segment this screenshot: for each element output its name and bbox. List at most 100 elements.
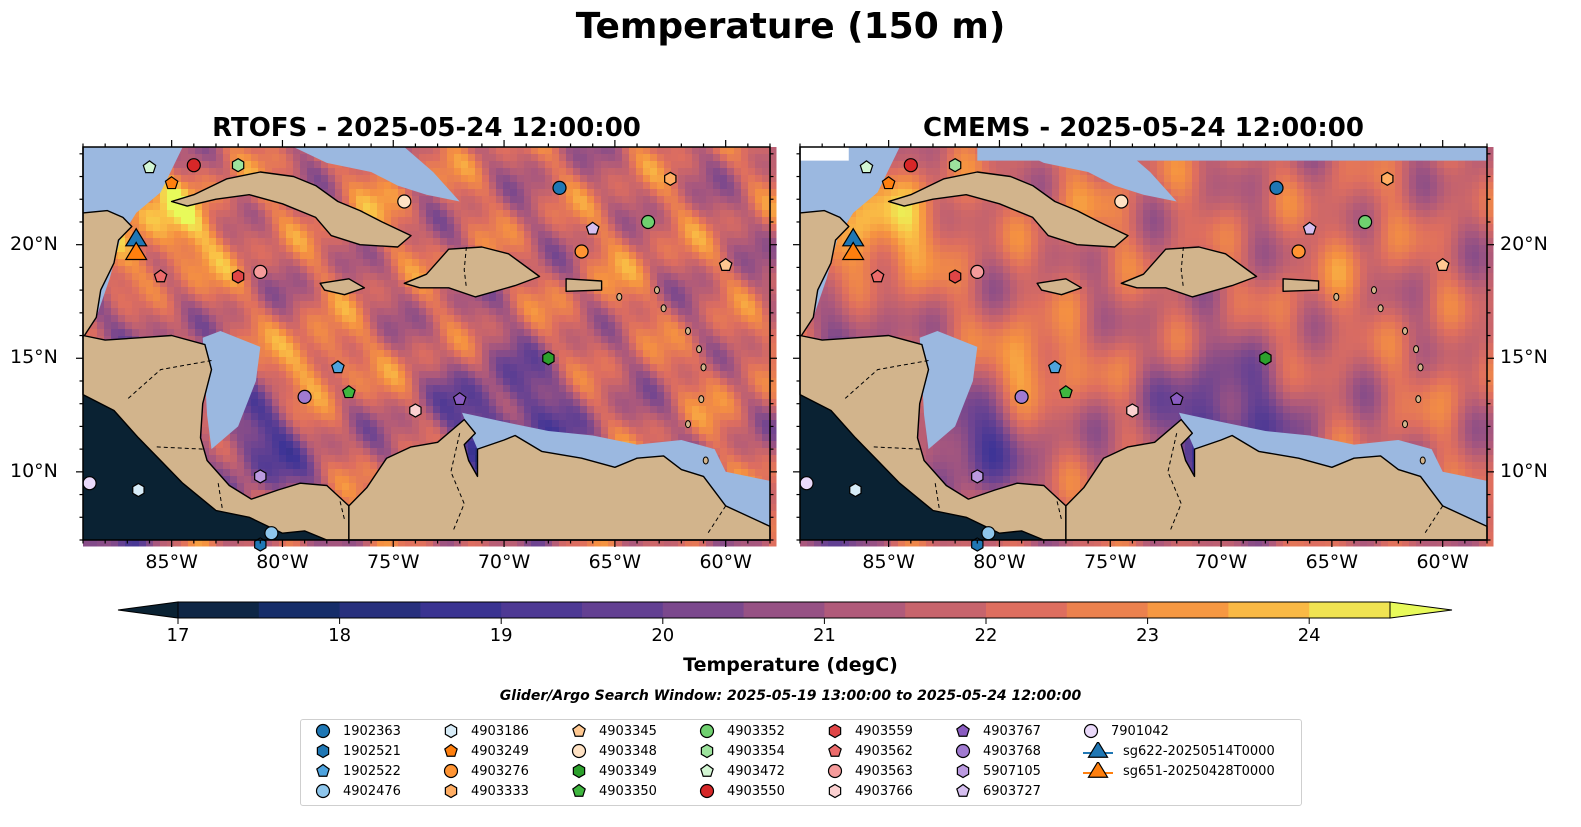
pentagon-marker-icon — [444, 743, 458, 757]
legend-item: 4903345 — [567, 722, 657, 740]
hexagon-marker-icon — [316, 743, 330, 759]
legend-label: 4903550 — [727, 783, 785, 799]
legend-label: 4902476 — [343, 783, 401, 799]
yucatan-land — [82, 146, 133, 339]
hexagon-marker-icon — [956, 763, 970, 779]
float-4903352-marker — [640, 214, 656, 230]
colorbar-tick-label: 22 — [974, 625, 998, 646]
colorbar-bin — [743, 602, 825, 618]
colorbar-tick-label: 17 — [166, 625, 190, 646]
float-5907105-marker — [971, 469, 984, 484]
border-line — [156, 446, 203, 450]
legend-label: 4903333 — [471, 783, 529, 799]
cuba-land — [170, 171, 412, 248]
legend-label: 1902521 — [343, 743, 401, 759]
search-window-text: Glider/Argo Search Window: 2025-05-19 13… — [499, 688, 1082, 704]
hexagon-marker-icon — [828, 783, 842, 799]
border-line — [1424, 505, 1444, 534]
central-america-land — [799, 334, 1067, 541]
lon-tick-label: 65°W — [1305, 551, 1359, 573]
float-4903563-marker — [253, 264, 268, 280]
shelf-region — [293, 147, 460, 202]
pentagon-marker-icon — [572, 723, 586, 737]
legend-label: 4903345 — [599, 723, 657, 739]
glider-sg651-20250428T0000-marker — [124, 241, 148, 261]
colorbar-bin — [662, 602, 745, 618]
shelf-region — [462, 412, 770, 527]
float-4903562-marker — [153, 269, 168, 283]
border-line — [217, 483, 224, 511]
legend-item: 4903186 — [439, 722, 529, 740]
float-4903249-marker — [164, 176, 179, 190]
lat-tick-label-right: 20°N — [1500, 232, 1548, 255]
legend-item: 4903249 — [439, 742, 529, 760]
legend-item: 4903354 — [695, 742, 785, 760]
float-4903563-marker — [970, 264, 985, 280]
hexagon-marker-icon — [700, 743, 714, 759]
legend-label: 4903352 — [727, 723, 785, 739]
legend-item: 5907105 — [951, 762, 1041, 780]
border-line — [339, 501, 345, 520]
shelf-region — [83, 147, 183, 338]
legend-item: 4903562 — [823, 742, 913, 760]
float-1902522-marker — [331, 360, 345, 374]
float-4903562-marker — [870, 269, 885, 283]
colorbar-bin — [258, 602, 341, 618]
lat-tick-label-right: 15°N — [1500, 346, 1548, 369]
border-line — [1056, 501, 1062, 520]
colorbar-bin — [582, 602, 664, 618]
float-4903472-marker — [142, 160, 157, 174]
float-4903766-marker — [409, 403, 422, 418]
rtofs-map — [76, 140, 777, 552]
legend-label: 4903563 — [855, 763, 913, 779]
float-4903249-marker — [881, 176, 896, 190]
circle-marker-icon — [827, 763, 843, 779]
figure-title: Temperature (150 m) — [575, 6, 1006, 47]
float-7901042-marker — [82, 476, 97, 491]
colorbar-bin — [420, 602, 502, 618]
float-6903727-marker — [585, 221, 600, 235]
colorbar-tick-label: 19 — [489, 625, 513, 646]
island — [1402, 420, 1409, 429]
float-4903186-marker — [849, 482, 862, 498]
colorbar-bin — [1147, 602, 1229, 618]
island — [1377, 304, 1384, 313]
float-4903768-marker — [1014, 389, 1029, 404]
cmems-map — [793, 140, 1494, 552]
shelf-region — [800, 147, 900, 338]
pentagon-marker-icon — [700, 763, 714, 777]
island — [698, 395, 705, 404]
island — [700, 363, 707, 372]
lon-tick-label: 80°W — [256, 551, 309, 573]
island — [1370, 286, 1377, 295]
legend-item: 4903352 — [695, 722, 785, 740]
float-4903276-marker — [1291, 244, 1306, 259]
legend-item: 4903348 — [567, 742, 657, 760]
float-1902522-marker — [1048, 360, 1062, 374]
legend-label: 4903354 — [727, 743, 785, 759]
legend: 1902363 1902521 1902522 4902476 4903186 49032… — [300, 719, 1302, 806]
pentagon-marker-icon — [572, 783, 586, 797]
float-4903350-marker — [1059, 385, 1073, 399]
island — [1417, 363, 1424, 372]
tick-marks — [793, 140, 1494, 547]
legend-label: 4903562 — [855, 743, 913, 759]
border-line — [450, 433, 465, 532]
legend-label: 1902363 — [343, 723, 401, 739]
lat-tick-label-right: 10°N — [1500, 459, 1548, 482]
puerto-rico-land — [565, 278, 603, 293]
float-4903276-marker — [574, 244, 589, 259]
lat-tick-label-left: 20°N — [10, 232, 58, 255]
triangle-marker-icon — [1083, 762, 1113, 778]
colorbar-tick-label: 20 — [651, 625, 675, 646]
border-line — [873, 446, 920, 450]
float-4903559-marker — [231, 269, 245, 284]
pentagon-marker-icon — [316, 763, 330, 777]
float-4903767-marker — [452, 391, 467, 406]
island — [685, 327, 692, 336]
lat-tick-label-left: 15°N — [10, 346, 58, 369]
shelf-region — [1179, 412, 1487, 527]
float-4902476-marker — [981, 526, 996, 541]
legend-item: 1902363 — [311, 722, 401, 740]
glider-sg651-20250428T0000-marker — [841, 241, 865, 261]
